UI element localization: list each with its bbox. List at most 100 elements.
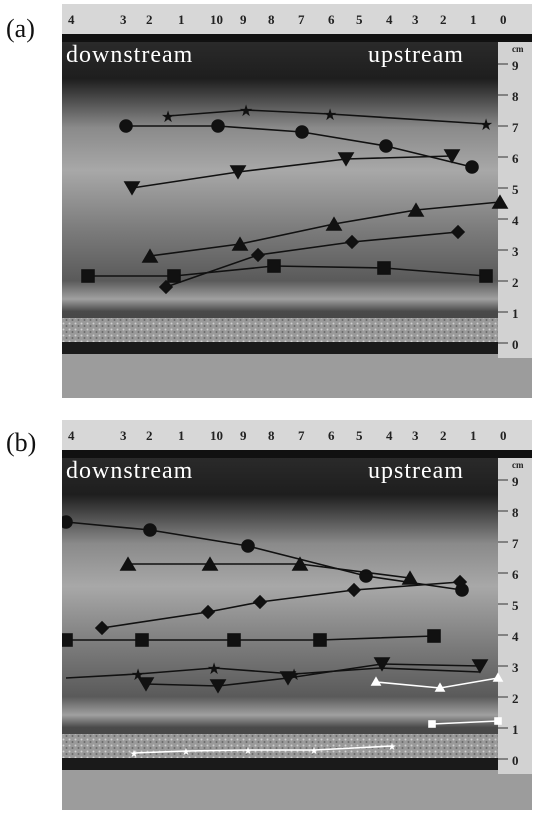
panel-a-photo: 4 3 2 1 10 9 8 7 6 5 4 3 2 1 0 9 8 7 6 5… xyxy=(62,4,532,398)
top-ruler-number: 3 xyxy=(412,12,419,27)
side-ruler-number: 0 xyxy=(512,753,519,768)
triangle-down-marker xyxy=(229,165,247,180)
square-marker xyxy=(62,633,73,647)
series-star-line xyxy=(167,109,487,125)
white-star-marker: ★ xyxy=(388,742,397,753)
diamond-marker xyxy=(450,224,466,240)
panel-a-label: (a) xyxy=(6,14,35,43)
diamond-marker xyxy=(252,594,268,610)
top-ruler-number: 1 xyxy=(178,12,185,27)
triangle-down-marker xyxy=(443,149,461,164)
square-marker xyxy=(479,269,493,283)
top-ruler-number: 6 xyxy=(328,12,335,27)
white-star-marker: ★ xyxy=(130,749,139,760)
series-triangle-down-line xyxy=(131,155,453,189)
side-ruler-unit: cm xyxy=(512,460,524,470)
side-ruler-number: 0 xyxy=(512,337,519,352)
triangle-up-marker xyxy=(291,556,309,571)
side-ruler-number: 6 xyxy=(512,567,519,582)
diamond-marker xyxy=(344,234,360,250)
top-ruler-number: 6 xyxy=(328,428,335,443)
top-ruler-number: 2 xyxy=(440,428,447,443)
top-ruler-number: 5 xyxy=(356,12,363,27)
triangle-up-marker xyxy=(231,236,249,251)
top-ruler xyxy=(62,4,532,34)
white-star-marker: ★ xyxy=(244,746,253,757)
square-marker xyxy=(227,633,241,647)
square-marker xyxy=(167,269,181,283)
top-ruler-number: 2 xyxy=(146,428,153,443)
side-ruler-number: 1 xyxy=(512,306,519,321)
side-ruler-number: 8 xyxy=(512,89,519,104)
circle-marker xyxy=(241,539,255,553)
star-marker: ★ xyxy=(479,117,493,134)
panel-b-scene: 4 3 2 1 10 9 8 7 6 5 4 3 2 1 0 9 8 7 6 5… xyxy=(62,420,532,810)
top-ruler-number: 3 xyxy=(412,428,419,443)
top-ruler-number: 4 xyxy=(68,428,75,443)
top-ruler-number: 4 xyxy=(386,12,393,27)
diamond-marker xyxy=(94,620,110,636)
circle-marker xyxy=(465,160,479,174)
star-marker: ★ xyxy=(207,661,221,678)
side-ruler-number: 9 xyxy=(512,474,519,489)
top-ruler-number: 3 xyxy=(120,428,127,443)
top-ruler-number: 1 xyxy=(178,428,185,443)
triangle-down-marker xyxy=(279,671,297,686)
series-diamond-line xyxy=(165,231,459,288)
top-ruler-number: 0 xyxy=(500,12,507,27)
series-triangle-up-line xyxy=(128,563,411,579)
side-ruler-number: 8 xyxy=(512,505,519,520)
side-ruler-number: 7 xyxy=(512,536,519,551)
upstream-label: upstream xyxy=(368,458,464,484)
circle-marker xyxy=(295,125,309,139)
circle-marker xyxy=(119,119,133,133)
triangle-down-marker xyxy=(337,152,355,167)
triangle-up-marker xyxy=(325,216,343,231)
top-ruler-number: 3 xyxy=(120,12,127,27)
white-triangle-marker xyxy=(370,676,382,686)
triangle-up-marker xyxy=(407,202,425,217)
side-ruler-number: 9 xyxy=(512,58,519,73)
panel-b-label: (b) xyxy=(6,428,37,457)
side-ruler-number: 4 xyxy=(512,629,519,644)
series-star-line xyxy=(65,667,481,679)
triangle-down-marker xyxy=(123,181,141,196)
side-ruler-number: 5 xyxy=(512,598,519,613)
top-ruler-number: 4 xyxy=(386,428,393,443)
circle-marker xyxy=(379,139,393,153)
downstream-label: downstream xyxy=(66,42,194,68)
top-ruler-number: 9 xyxy=(240,12,247,27)
side-ruler-number: 3 xyxy=(512,244,519,259)
diamond-marker xyxy=(158,279,174,295)
top-ruler xyxy=(62,420,532,450)
top-ruler-number: 7 xyxy=(298,12,305,27)
triangle-up-marker xyxy=(491,194,509,209)
side-ruler-number: 6 xyxy=(512,151,519,166)
triangle-down-marker xyxy=(137,677,155,692)
series-white-star-line xyxy=(133,745,393,754)
top-ruler-number: 2 xyxy=(146,12,153,27)
diamond-marker xyxy=(346,582,362,598)
white-square-marker xyxy=(494,717,502,725)
top-ruler-number: 1 xyxy=(470,428,477,443)
triangle-down-marker xyxy=(471,659,489,674)
gravel-bed xyxy=(62,318,502,342)
top-ruler-number: 0 xyxy=(500,428,507,443)
diamond-marker xyxy=(250,247,266,263)
side-ruler-number: 2 xyxy=(512,275,519,290)
top-ruler-number: 10 xyxy=(210,12,223,27)
white-star-marker: ★ xyxy=(310,746,319,757)
white-star-markers: ★ ★ ★ ★ ★ xyxy=(130,742,397,760)
top-ruler-number: 9 xyxy=(240,428,247,443)
circle-marker xyxy=(62,515,73,529)
diamond-marker xyxy=(452,574,468,590)
triangle-down-marker xyxy=(373,657,391,672)
side-ruler-number: 7 xyxy=(512,120,519,135)
circle-marker xyxy=(211,119,225,133)
side-ruler-number: 3 xyxy=(512,660,519,675)
side-ruler-number: 1 xyxy=(512,722,519,737)
triangle-down-marker xyxy=(209,679,227,694)
side-ruler-number: 5 xyxy=(512,182,519,197)
downstream-label: downstream xyxy=(66,458,194,484)
triangle-up-marker xyxy=(141,248,159,263)
